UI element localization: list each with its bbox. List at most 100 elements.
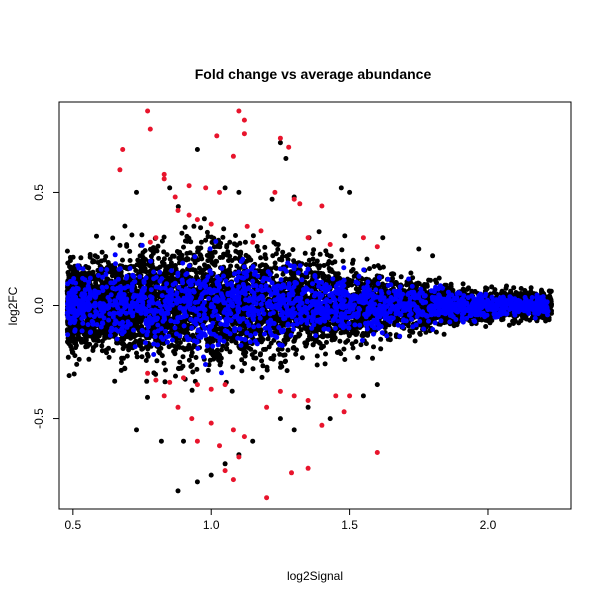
black-point — [259, 374, 265, 380]
black-point — [511, 285, 517, 291]
black-point — [182, 224, 188, 230]
black-point — [99, 249, 105, 255]
black-point — [487, 320, 493, 326]
black-point — [140, 254, 146, 260]
black-point — [179, 230, 185, 236]
black-point — [189, 362, 195, 368]
black-point — [484, 286, 490, 292]
black-point — [274, 273, 280, 279]
black-point — [338, 330, 344, 336]
black-point — [221, 226, 227, 232]
black-point — [180, 354, 186, 360]
black-point — [121, 342, 127, 348]
black-point — [350, 257, 356, 263]
black-point — [443, 316, 448, 322]
black-point — [326, 321, 332, 327]
black-point — [272, 260, 278, 266]
black-point — [110, 348, 116, 353]
black-point — [239, 357, 245, 363]
black-point — [148, 253, 154, 259]
black-point — [250, 233, 256, 239]
black-point — [170, 307, 176, 312]
black-point — [321, 343, 326, 349]
black-point — [304, 324, 310, 330]
black-point — [136, 316, 142, 322]
black-point — [258, 327, 264, 333]
black-point — [317, 251, 323, 257]
black-point — [441, 331, 447, 337]
black-point — [70, 349, 76, 355]
black-point — [306, 257, 312, 263]
black-point — [162, 379, 168, 385]
black-point — [371, 344, 376, 350]
black-point — [93, 280, 99, 286]
black-point — [340, 258, 346, 264]
black-point — [214, 347, 220, 353]
black-point — [184, 328, 190, 334]
black-point — [548, 288, 554, 294]
black-point — [302, 250, 308, 256]
black-point — [293, 351, 299, 357]
black-point — [204, 253, 210, 258]
black-point — [341, 346, 347, 352]
black-point — [129, 232, 135, 238]
black-point — [355, 354, 361, 360]
black-point — [220, 343, 226, 349]
black-point — [74, 361, 80, 367]
black-point — [227, 239, 233, 245]
black-point — [134, 350, 139, 356]
black-point — [378, 346, 384, 352]
black-point — [161, 261, 167, 267]
black-point — [350, 345, 356, 351]
black-point — [327, 268, 333, 274]
black-point — [127, 248, 133, 254]
black-point — [323, 351, 328, 357]
black-point — [339, 247, 345, 253]
black-point — [398, 274, 404, 280]
black-point — [155, 243, 161, 249]
black-point — [324, 339, 329, 345]
black-point — [165, 325, 171, 331]
black-point — [322, 361, 328, 367]
black-point — [271, 239, 277, 245]
black-point — [294, 347, 299, 353]
black-point — [95, 338, 101, 344]
black-point — [460, 281, 466, 287]
black-point — [94, 333, 100, 339]
black-point — [108, 267, 113, 273]
black-point — [226, 253, 232, 258]
black-point — [124, 315, 130, 321]
black-point — [370, 355, 375, 361]
black-point — [169, 342, 175, 348]
black-point — [122, 365, 128, 371]
black-point — [194, 366, 200, 372]
black-point — [220, 234, 226, 240]
black-point — [280, 271, 286, 277]
black-point — [64, 248, 70, 254]
black-point — [408, 270, 414, 276]
black-point — [127, 258, 133, 263]
black-point — [241, 351, 246, 357]
black-point — [229, 258, 235, 263]
black-point — [161, 234, 167, 240]
black-point — [491, 290, 497, 295]
black-point — [432, 277, 438, 283]
black-point — [275, 246, 281, 252]
black-point — [254, 244, 260, 249]
black-point — [161, 249, 167, 255]
black-point — [266, 344, 272, 350]
chart-title: Fold change vs average abundance — [195, 66, 432, 82]
black-point — [163, 367, 168, 373]
black-point — [76, 356, 82, 362]
black-point — [216, 326, 221, 332]
black-point — [159, 238, 165, 244]
black-point — [181, 244, 186, 250]
black-point — [483, 324, 489, 329]
black-point — [275, 347, 281, 353]
black-point — [323, 248, 329, 254]
black-point — [337, 338, 343, 344]
black-point — [260, 363, 266, 369]
black-point — [198, 239, 204, 245]
black-point — [303, 262, 309, 268]
